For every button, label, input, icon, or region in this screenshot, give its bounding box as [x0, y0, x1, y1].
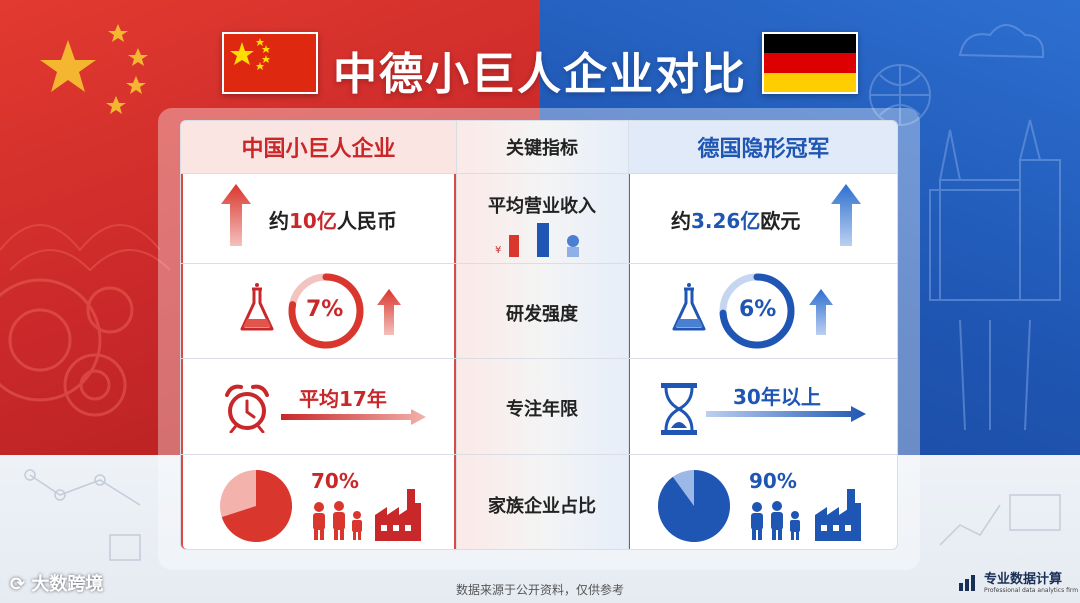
germany-decor [869, 24, 1061, 431]
china-family-pie [220, 470, 292, 542]
brand-logo-left: ⟳ 大数跨境 [10, 574, 104, 595]
row-divider [181, 454, 897, 455]
chart-decor [109, 534, 141, 561]
family-icon [313, 501, 362, 540]
column-divider [456, 121, 457, 549]
china-rnd-value: 7% [306, 297, 344, 322]
germany-rnd-ring [719, 273, 795, 349]
pens-icon [959, 319, 1031, 431]
cloud-icon [958, 24, 1045, 59]
flask-icon [240, 283, 274, 331]
row-divider [181, 263, 897, 264]
up-arrow-icon [809, 289, 833, 335]
metric-family: 家族企业占比 [488, 496, 596, 517]
germany-revenue-value: 约3.26亿欧元 [671, 209, 801, 233]
row-divider [181, 358, 897, 359]
clouds-decor [0, 224, 171, 272]
row-divider [181, 173, 897, 174]
china-flag [222, 32, 318, 94]
germany-focus-value: 30年以上 [733, 385, 821, 409]
hourglass-icon [661, 383, 697, 435]
germany-rnd-value: 6% [739, 297, 777, 322]
up-arrow-icon [377, 289, 401, 335]
currency-chart-icon: ¥ [495, 223, 579, 257]
source-note: 数据来源于公开资料，仅供参考 [455, 583, 624, 597]
network-decor [29, 474, 141, 506]
flask-icon [672, 283, 706, 331]
germany-family-pie [658, 470, 730, 542]
gears-decor [0, 278, 134, 417]
right-arrow-icon [706, 406, 866, 422]
up-arrow-icon [221, 184, 251, 246]
china-decor [0, 24, 171, 417]
china-rnd-ring [288, 273, 364, 349]
metric-column [456, 121, 628, 549]
china-family-value: 70% [311, 469, 359, 493]
family-icon [751, 501, 800, 540]
factory-icon [375, 489, 421, 541]
page-title: 中德小巨人企业对比 [333, 49, 747, 100]
china-focus-value: 平均17年 [299, 387, 387, 411]
stars-icon [40, 24, 148, 114]
right-arrow-icon [281, 409, 426, 425]
comparison-table: 中国小巨人企业 关键指标 德国隐形冠军 约10亿人民币 平均营业收入 ¥ 约3.… [180, 120, 898, 550]
germany-flag [762, 32, 858, 94]
brand-icon: ⟳ [10, 574, 32, 595]
factory-icon [815, 489, 861, 541]
alarm-clock-icon [225, 384, 269, 433]
bar-chart-icon [959, 575, 975, 591]
germany-family-value: 90% [749, 469, 797, 493]
germany-column-header: 德国隐形冠军 [628, 121, 897, 173]
china-column-header: 中国小巨人企业 [181, 121, 456, 173]
brand-right-title: 专业数据计算 [984, 572, 1063, 587]
brand-right-subtitle: Professional data analytics firm [984, 587, 1079, 594]
column-divider [628, 121, 629, 549]
brand-logo-right: 专业数据计算 Professional data analytics firm [958, 568, 1078, 594]
metric-revenue: 平均营业收入 [488, 196, 596, 217]
building-icon [938, 119, 1061, 301]
metric-focus: 专注年限 [506, 399, 578, 420]
metric-column-header: 关键指标 [506, 138, 578, 159]
metric-rnd: 研发强度 [506, 304, 578, 325]
svg-text:¥: ¥ [495, 245, 501, 256]
china-revenue-value: 约10亿人民币 [269, 209, 397, 233]
up-arrow-icon [831, 184, 861, 246]
